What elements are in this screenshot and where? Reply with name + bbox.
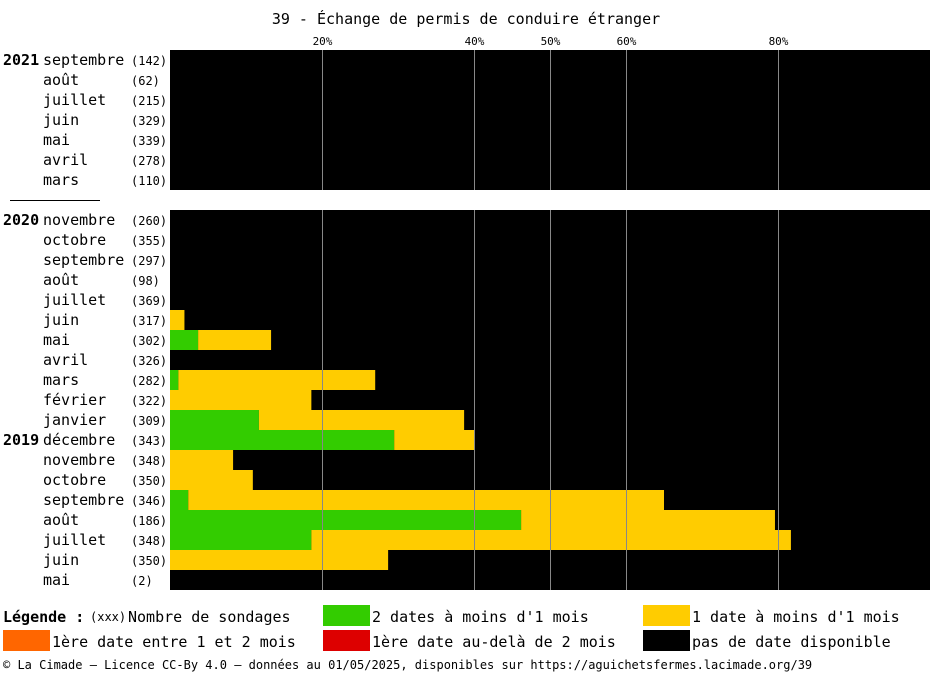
month-label: octobre xyxy=(43,231,106,249)
month-label: juin xyxy=(43,551,79,569)
count-label: (348) xyxy=(131,534,167,548)
bar-yellow xyxy=(198,330,272,350)
month-label: juillet xyxy=(43,531,106,549)
month-label: décembre xyxy=(43,431,115,449)
legend-swatch-black xyxy=(643,630,690,651)
month-label: septembre xyxy=(43,251,124,269)
count-label: (322) xyxy=(131,394,167,408)
count-label: (317) xyxy=(131,314,167,328)
count-label: (369) xyxy=(131,294,167,308)
legend-heading: Légende : xyxy=(3,608,84,626)
x-tick-label: 80% xyxy=(769,35,789,48)
month-label: septembre xyxy=(43,491,124,509)
month-label: mai xyxy=(43,571,70,589)
month-label: septembre xyxy=(43,51,124,69)
month-label: août xyxy=(43,271,79,289)
count-label: (110) xyxy=(131,174,167,188)
month-label: novembre xyxy=(43,451,115,469)
count-label: (343) xyxy=(131,434,167,448)
count-label: (309) xyxy=(131,414,167,428)
bar-yellow xyxy=(170,550,389,570)
bar-yellow xyxy=(170,390,312,410)
bar-green xyxy=(170,510,522,530)
footer-credit: © La Cimade – Licence CC-By 4.0 – donnée… xyxy=(3,658,812,672)
bar-yellow xyxy=(258,410,465,430)
year-label: 2019 xyxy=(3,431,39,449)
month-label: juin xyxy=(43,111,79,129)
legend-red-label: 1ère date au-delà de 2 mois xyxy=(372,633,616,651)
month-label: janvier xyxy=(43,411,106,429)
count-label: (186) xyxy=(131,514,167,528)
count-label: (215) xyxy=(131,94,167,108)
count-label: (282) xyxy=(131,374,167,388)
row-labels: 2021 septembre (142)août (62)juillet (215)ju… xyxy=(3,51,167,589)
count-label: (350) xyxy=(131,554,167,568)
legend-yellow-label: 1 date à moins d'1 mois xyxy=(692,608,900,626)
x-tick-label: 20% xyxy=(313,35,333,48)
count-label: (62) xyxy=(131,74,160,88)
legend-swatch-green xyxy=(323,605,370,626)
count-label: (278) xyxy=(131,154,167,168)
bar-yellow xyxy=(188,490,665,510)
legend-black-label: pas de date disponible xyxy=(692,633,891,651)
bar-green xyxy=(170,430,395,450)
legend-count-label: Nombre de sondages xyxy=(128,608,291,626)
bar-green xyxy=(170,490,189,510)
legend-swatch-red xyxy=(323,630,370,651)
month-label: mars xyxy=(43,371,79,389)
legend-green-label: 2 dates à moins d'1 mois xyxy=(372,608,589,626)
x-tick-label: 50% xyxy=(541,35,561,48)
count-label: (355) xyxy=(131,234,167,248)
count-label: (348) xyxy=(131,454,167,468)
month-label: octobre xyxy=(43,471,106,489)
legend-orange-label: 1ère date entre 1 et 2 mois xyxy=(52,633,296,651)
x-tick-label: 60% xyxy=(617,35,637,48)
count-label: (339) xyxy=(131,134,167,148)
month-label: août xyxy=(43,511,79,529)
bar-green xyxy=(170,410,259,430)
bar-yellow xyxy=(178,370,376,390)
month-label: août xyxy=(43,71,79,89)
month-label: février xyxy=(43,391,106,409)
bar-yellow xyxy=(170,310,185,330)
legend: Légende : (xxx) Nombre de sondages 2 dat… xyxy=(3,605,900,651)
count-label: (2) xyxy=(131,574,153,588)
count-label: (98) xyxy=(131,274,160,288)
gridlines xyxy=(322,50,779,590)
count-label: (346) xyxy=(131,494,167,508)
month-label: juin xyxy=(43,311,79,329)
x-axis-ticks: 20% 40% 50% 60% 80% xyxy=(313,35,789,48)
bar-green xyxy=(170,530,312,550)
bar-yellow xyxy=(521,510,775,530)
bar-yellow xyxy=(170,470,253,490)
chart-title: 39 - Échange de permis de conduire étran… xyxy=(272,9,660,28)
month-label: mai xyxy=(43,331,70,349)
count-label: (326) xyxy=(131,354,167,368)
count-label: (142) xyxy=(131,54,167,68)
bar-green xyxy=(170,330,199,350)
month-label: avril xyxy=(43,151,88,169)
year-label: 2021 xyxy=(3,51,39,69)
count-label: (329) xyxy=(131,114,167,128)
month-label: novembre xyxy=(43,211,115,229)
month-label: mai xyxy=(43,131,70,149)
month-label: juillet xyxy=(43,91,106,109)
bar-yellow xyxy=(170,450,234,470)
month-label: juillet xyxy=(43,291,106,309)
legend-count-key: (xxx) xyxy=(90,610,126,624)
bar-green xyxy=(170,370,179,390)
x-tick-label: 40% xyxy=(465,35,485,48)
count-label: (260) xyxy=(131,214,167,228)
count-label: (302) xyxy=(131,334,167,348)
count-label: (350) xyxy=(131,474,167,488)
month-label: mars xyxy=(43,171,79,189)
bar-yellow xyxy=(311,530,791,550)
legend-swatch-yellow xyxy=(643,605,690,626)
year-label: 2020 xyxy=(3,211,39,229)
legend-swatch-orange xyxy=(3,630,50,651)
month-label: avril xyxy=(43,351,88,369)
count-label: (297) xyxy=(131,254,167,268)
bar-yellow xyxy=(394,430,474,450)
